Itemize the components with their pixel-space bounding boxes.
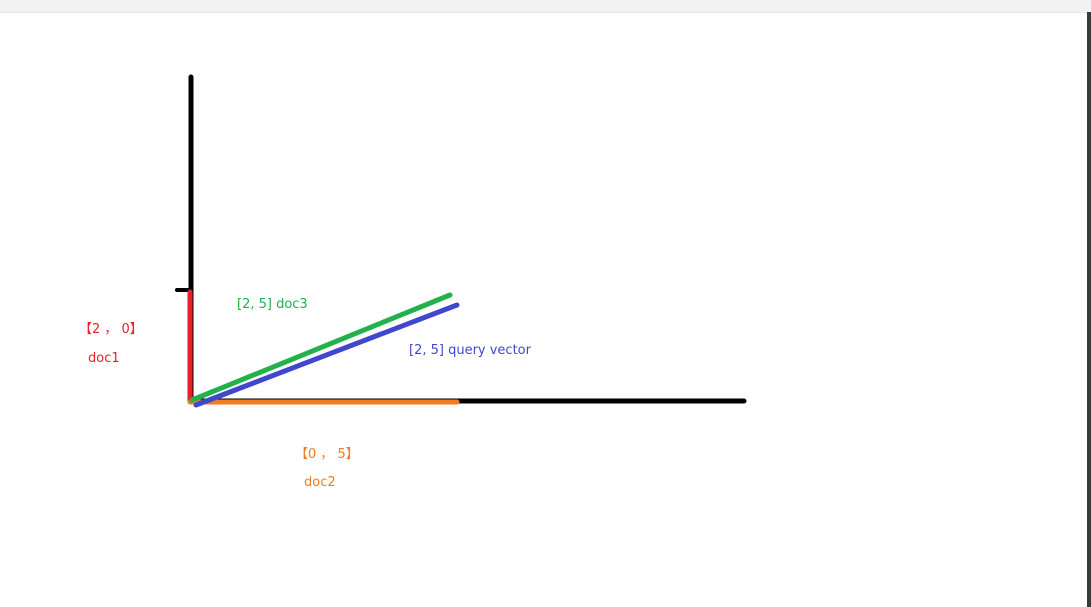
doc1-name-label: doc1 bbox=[88, 351, 120, 366]
vertical-scrollbar[interactable] bbox=[1087, 12, 1091, 607]
query-vector-line bbox=[193, 302, 460, 408]
doc1-vector-label: 【2 ， 0】 bbox=[79, 322, 143, 337]
top-toolbar-strip bbox=[0, 0, 1091, 13]
doc3-label: [2, 5] doc3 bbox=[237, 297, 308, 312]
doc2-name-label: doc2 bbox=[304, 475, 336, 490]
doc3-vector-line bbox=[189, 292, 453, 403]
doc2-vector-label: 【0 ， 5】 bbox=[295, 447, 359, 462]
query-vector-label: [2, 5] query vector bbox=[409, 343, 532, 358]
